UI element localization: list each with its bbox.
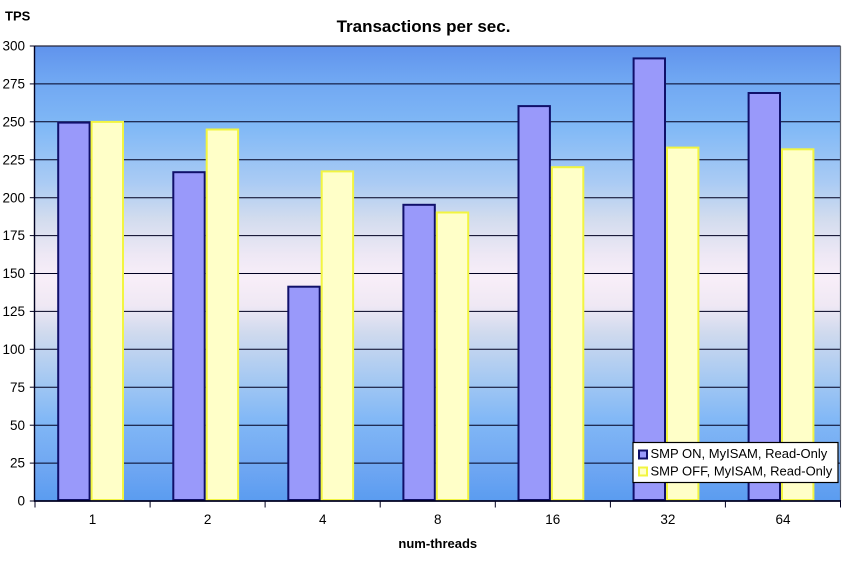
svg-text:100: 100 [2,342,25,357]
svg-text:16: 16 [545,512,560,527]
svg-text:150: 150 [2,266,25,281]
svg-text:64: 64 [775,512,791,527]
svg-text:TPS: TPS [5,9,31,24]
svg-text:SMP ON, MyISAM, Read-Only: SMP ON, MyISAM, Read-Only [651,446,828,461]
svg-text:0: 0 [17,494,25,509]
svg-text:175: 175 [2,228,25,243]
svg-text:225: 225 [2,152,25,167]
svg-text:2: 2 [204,512,212,527]
svg-text:8: 8 [434,512,442,527]
svg-text:275: 275 [2,77,25,92]
svg-text:250: 250 [2,114,25,129]
svg-text:1: 1 [89,512,97,527]
svg-text:4: 4 [319,512,327,527]
svg-text:200: 200 [2,190,25,205]
svg-text:32: 32 [660,512,675,527]
svg-text:Transactions per sec.: Transactions per sec. [337,17,511,36]
svg-text:50: 50 [10,418,25,433]
svg-text:num-threads: num-threads [398,536,477,551]
svg-text:SMP OFF, MyISAM, Read-Only: SMP OFF, MyISAM, Read-Only [651,463,833,478]
svg-text:300: 300 [2,39,25,54]
svg-text:75: 75 [10,380,25,395]
svg-text:125: 125 [2,304,25,319]
svg-text:25: 25 [10,456,25,471]
